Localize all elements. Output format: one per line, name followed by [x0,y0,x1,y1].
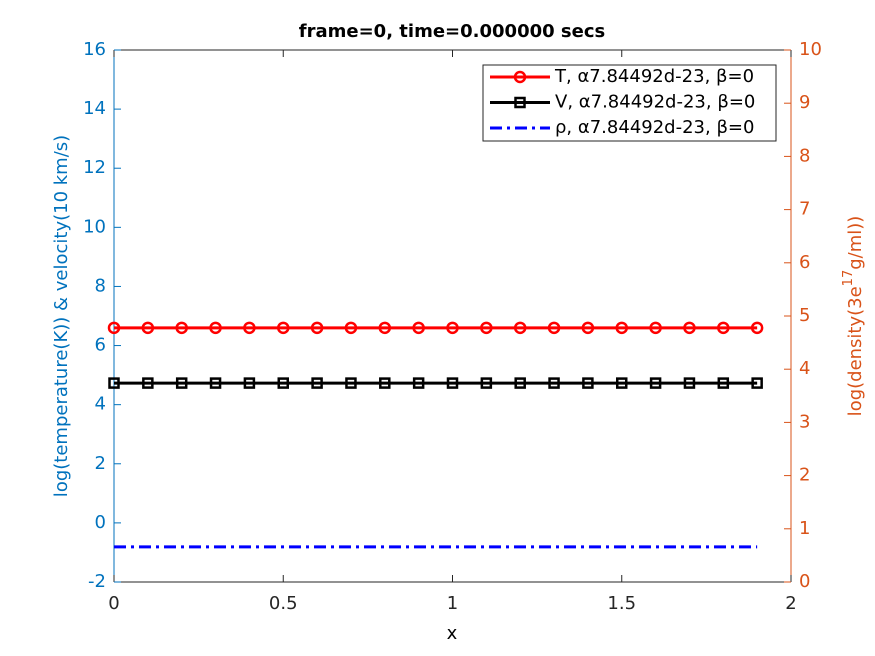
marker [581,321,595,335]
marker [107,321,121,335]
marker [209,321,222,335]
y-tick-label: 0 [95,512,106,533]
marker [717,321,730,335]
marker [243,377,256,389]
marker [277,321,290,335]
y-tick-label: 2 [95,453,106,474]
marker [379,377,391,389]
marker [480,321,493,335]
marker [547,321,561,335]
marker [683,377,696,389]
marker [615,321,628,335]
marker [750,321,764,335]
y2-tick-label: 10 [799,39,822,60]
marker [142,377,154,389]
marker [175,321,188,335]
y-tick-label: 12 [83,157,106,178]
x-tick-label: 2 [785,593,796,614]
marker [683,321,696,335]
x-axis-label: x [447,623,458,644]
y-tick-label: -2 [88,571,106,592]
marker [141,321,155,335]
marker [412,321,425,335]
y-tick-label: 14 [83,98,106,119]
y-axis-label: log(temperature(K)) & velocity(10 km/s) [51,135,72,497]
y2-tick-label: 4 [799,358,810,379]
marker [345,377,357,389]
marker [277,377,289,389]
y2-tick-label: 6 [799,252,810,273]
marker [548,377,560,389]
y2-tick-label: 2 [799,465,810,486]
y2-tick-label: 0 [799,571,810,592]
y2-tick-label: 7 [799,199,810,220]
y2-tick-label: 3 [799,411,810,432]
marker [378,321,392,335]
marker [616,377,628,389]
legend-label: ρ, α7.84492d-23, β=0 [555,117,754,138]
y2-tick-label: 1 [799,518,810,539]
marker [446,377,459,389]
marker [310,321,324,335]
y-tick-label: 16 [83,39,106,60]
y2-tick-label: 5 [799,305,810,326]
legend-label: T, α7.84492d-23, β=0 [554,66,754,87]
marker [412,377,425,389]
marker [311,377,323,389]
marker [243,321,256,335]
y-tick-label: 8 [95,275,106,296]
y2-tick-label: 9 [799,92,810,113]
y2-axis-label-part: log(density(3e [845,286,866,416]
marker [513,321,527,335]
marker [480,377,493,389]
y-tick-label: 4 [95,394,106,415]
marker [108,377,120,389]
y2-tick-label: 8 [799,145,810,166]
legend-marker [514,96,526,109]
x-tick-label: 0 [108,593,119,614]
marker [751,377,763,389]
y-tick-label: 10 [83,216,106,237]
marker [446,321,459,335]
x-tick-label: 0.5 [269,593,298,614]
y2-axis-label-part: g/ml)) [845,216,866,270]
legend-label: V, α7.84492d-23, β=0 [555,92,755,113]
y2-axis-label: log(density(3e17g/ml)) [841,216,866,417]
marker [175,377,188,389]
y2-axis-label-part: 17 [841,270,856,287]
marker [649,321,662,335]
marker [582,377,594,389]
marker [209,377,222,389]
marker [514,377,526,389]
x-tick-label: 1.5 [607,593,636,614]
x-tick-label: 1 [447,593,458,614]
marker [649,377,662,389]
legend-marker [513,70,527,84]
y-tick-label: 6 [95,335,106,356]
marker [344,321,358,335]
chart-title: frame=0, time=0.000000 secs [299,21,605,42]
marker [717,377,730,389]
